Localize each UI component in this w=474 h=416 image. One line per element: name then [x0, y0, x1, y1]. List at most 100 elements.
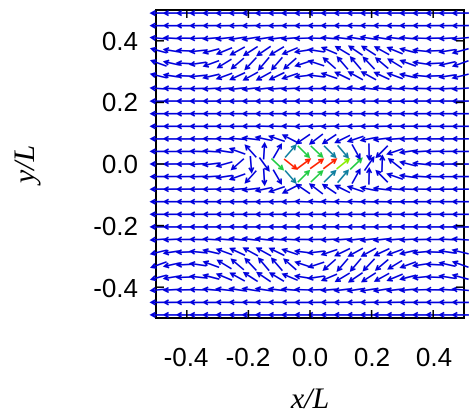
vector-arrow-297 [270, 157, 285, 171]
vector-arrow-485 [216, 58, 232, 69]
vector-arrow-486 [230, 57, 245, 70]
vector-arrow-496 [362, 56, 376, 70]
vector-arrow-353 [372, 136, 391, 143]
vector-arrow-134 [334, 247, 351, 257]
vector-arrow-599 [451, 9, 469, 17]
vector-arrow-520 [360, 45, 377, 56]
vector-arrow-129 [268, 247, 285, 257]
x-tick-label-0: -0.4 [164, 342, 209, 372]
vector-arrow-249 [268, 185, 286, 194]
vector-arrow-519 [347, 45, 364, 56]
vector-arrow-128 [255, 247, 272, 257]
vector-arrow-449 [372, 85, 391, 92]
x-tick-label-3: 0.2 [354, 342, 390, 372]
vector-arrow-326 [336, 144, 350, 159]
vector-arrow-81 [268, 272, 285, 282]
vector-arrow-158 [333, 236, 351, 243]
vector-arrow-23 [451, 311, 469, 319]
vector-arrow-439 [241, 85, 259, 93]
vector-arrow-106 [283, 258, 297, 271]
vector-arrow-509 [215, 46, 233, 56]
vector-field [149, 9, 469, 319]
vector-arrow-57 [267, 286, 286, 293]
vector-arrow-121 [162, 249, 181, 256]
vector-arrow-141 [425, 248, 443, 255]
vector-arrow-73 [162, 274, 181, 281]
vector-arrow-88 [360, 272, 377, 283]
vector-arrow-535 [241, 35, 260, 42]
vector-arrow-518 [334, 45, 351, 56]
vector-arrow-120 [149, 249, 168, 256]
vector-arrow-76 [202, 273, 220, 280]
vector-arrow-460 [202, 73, 220, 80]
vector-arrow-253 [321, 183, 337, 195]
vector-arrow-461 [215, 72, 233, 81]
y-tick-label-2: 0.0 [102, 149, 138, 179]
vector-arrow-52 [201, 286, 220, 293]
vector-arrow-272 [261, 168, 268, 187]
vector-arrow-523 [399, 46, 417, 54]
vector-arrow-136 [360, 247, 377, 257]
x-axis-label: x/L [290, 382, 329, 415]
vector-arrow-133 [320, 248, 338, 257]
vector-arrow-343 [241, 135, 259, 142]
vector-arrow-112 [362, 258, 376, 272]
vector-arrow-479 [451, 73, 469, 80]
vector-arrow-299 [296, 158, 312, 170]
vector-arrow-511 [242, 45, 259, 57]
vector-arrow-282 [386, 172, 404, 180]
vector-arrow-268 [201, 173, 220, 180]
vector-arrow-274 [284, 169, 297, 184]
vector-arrow-431 [451, 98, 469, 105]
vector-arrow-544 [359, 34, 378, 41]
vector-arrow-250 [281, 184, 298, 194]
vector-arrow-323 [297, 145, 311, 159]
vector-arrow-526 [438, 48, 456, 55]
vector-arrow-79 [242, 271, 259, 283]
vector-arrow-279 [351, 168, 361, 184]
vector-arrow-294 [230, 158, 245, 171]
vector-arrow-255 [346, 184, 364, 193]
vector-arrow-498 [387, 58, 403, 69]
vector-arrow-127 [242, 247, 259, 257]
vector-arrow-161 [372, 236, 391, 243]
vector-arrow-344 [254, 135, 273, 142]
vector-arrow-525 [425, 47, 443, 55]
vector-arrow-56 [254, 286, 273, 293]
vector-arrow-80 [256, 271, 272, 283]
x-tick-label-4: 0.4 [416, 342, 452, 372]
vector-arrow-280 [366, 166, 373, 185]
vector-arrow-542 [333, 34, 351, 41]
vector-arrow-489 [270, 56, 284, 71]
vector-arrow-513 [268, 46, 285, 56]
vector-arrow-239 [451, 198, 469, 205]
vector-arrow-321 [272, 143, 283, 159]
vector-arrow-335 [451, 148, 469, 155]
vector-arrow-490 [283, 57, 297, 70]
vector-arrow-54 [228, 286, 246, 293]
vector-arrow-466 [281, 72, 299, 81]
vector-arrow-251 [295, 183, 311, 195]
vector-arrow-317 [215, 147, 233, 154]
vector-arrow-359 [451, 135, 469, 142]
vector-arrow-142 [438, 248, 456, 255]
vector-arrow-514 [281, 46, 299, 56]
vector-arrow-287 [451, 173, 469, 180]
vector-arrow-95 [451, 273, 469, 281]
vector-arrow-352 [359, 136, 378, 143]
vector-arrow-78 [229, 272, 246, 282]
vector-arrow-132 [306, 249, 325, 256]
vector-arrow-324 [310, 145, 324, 159]
vector-arrow-346 [281, 134, 298, 144]
vector-arrow-62 [333, 287, 351, 294]
vector-arrow-301 [322, 158, 338, 170]
vector-arrow-296 [258, 157, 270, 172]
vector-arrow-306 [387, 157, 403, 170]
vector-arrow-104 [257, 257, 270, 272]
vector-arrow-138 [386, 248, 404, 257]
vector-arrow-215 [451, 211, 469, 218]
vector-arrow-108 [307, 261, 325, 269]
vector-arrow-117 [425, 261, 443, 268]
vector-arrow-447 [346, 85, 364, 92]
vector-arrow-517 [320, 46, 338, 55]
